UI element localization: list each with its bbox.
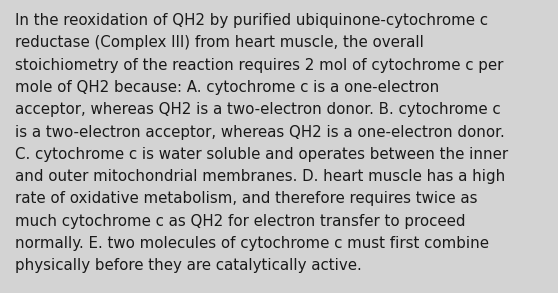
- Text: acceptor, whereas QH2 is a two-electron donor. B. cytochrome c: acceptor, whereas QH2 is a two-electron …: [15, 102, 501, 117]
- Text: is a two-electron acceptor, whereas QH2 is a one-electron donor.: is a two-electron acceptor, whereas QH2 …: [15, 125, 505, 139]
- Text: physically before they are catalytically active.: physically before they are catalytically…: [15, 258, 362, 273]
- Text: stoichiometry of the reaction requires 2 mol of cytochrome c per: stoichiometry of the reaction requires 2…: [15, 58, 503, 73]
- Text: much cytochrome c as QH2 for electron transfer to proceed: much cytochrome c as QH2 for electron tr…: [15, 214, 465, 229]
- Text: rate of oxidative metabolism, and therefore requires twice as: rate of oxidative metabolism, and theref…: [15, 191, 478, 206]
- Text: mole of QH2 because: A. cytochrome c is a one-electron: mole of QH2 because: A. cytochrome c is …: [15, 80, 439, 95]
- Text: In the reoxidation of QH2 by purified ubiquinone-cytochrome c: In the reoxidation of QH2 by purified ub…: [15, 13, 488, 28]
- Text: reductase (Complex III) from heart muscle, the overall: reductase (Complex III) from heart muscl…: [15, 35, 424, 50]
- Text: C. cytochrome c is water soluble and operates between the inner: C. cytochrome c is water soluble and ope…: [15, 147, 508, 162]
- Text: and outer mitochondrial membranes. D. heart muscle has a high: and outer mitochondrial membranes. D. he…: [15, 169, 506, 184]
- Text: normally. E. two molecules of cytochrome c must first combine: normally. E. two molecules of cytochrome…: [15, 236, 489, 251]
